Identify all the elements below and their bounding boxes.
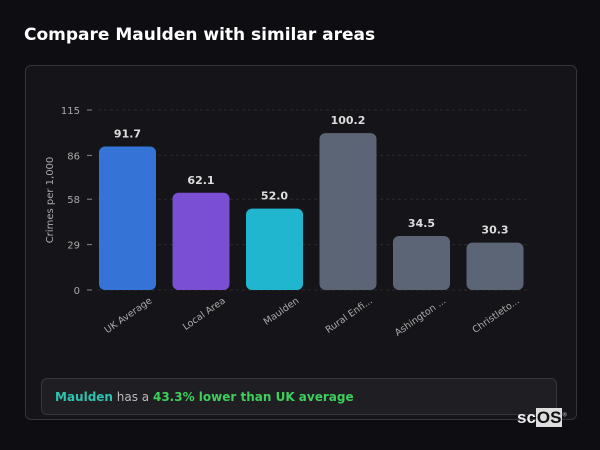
y-tick-label: 115 bbox=[61, 106, 80, 117]
x-tick-label: Local Area bbox=[181, 295, 228, 332]
x-tick-label: UK Average bbox=[103, 295, 155, 336]
bar bbox=[246, 208, 303, 290]
summary-callout: Maulden has a 43.3% lower than UK averag… bbox=[41, 378, 557, 415]
y-tick-label: 86 bbox=[67, 151, 80, 162]
bar-value-label: 62.1 bbox=[187, 174, 214, 187]
comparison-text: 43.3% lower than UK average bbox=[152, 390, 354, 404]
bar bbox=[172, 192, 230, 290]
bar-value-label: 34.5 bbox=[408, 217, 435, 230]
bar bbox=[99, 146, 156, 290]
x-tick-label: Maulden bbox=[262, 295, 302, 327]
bar-value-label: 52.0 bbox=[261, 190, 288, 203]
page-title: Compare Maulden with similar areas bbox=[24, 25, 376, 45]
bar bbox=[319, 133, 377, 290]
bar-value-label: 91.7 bbox=[114, 127, 141, 140]
bar bbox=[393, 236, 450, 290]
bar-value-label: 100.2 bbox=[331, 114, 366, 127]
bar bbox=[466, 242, 524, 290]
y-axis-label: Crimes per 1,000 bbox=[45, 157, 56, 244]
x-tick-label: Ashington ... bbox=[393, 295, 448, 338]
callout-text: has a bbox=[112, 390, 153, 404]
y-tick-label: 0 bbox=[74, 286, 80, 297]
scos-logo: scOS® bbox=[517, 408, 567, 427]
y-tick-label: 58 bbox=[67, 195, 80, 206]
bar-value-label: 30.3 bbox=[481, 224, 508, 237]
area-name: Maulden bbox=[55, 390, 113, 404]
y-tick-label: 29 bbox=[67, 241, 80, 252]
x-tick-label: Christleto... bbox=[471, 295, 522, 335]
x-tick-label: Rural Enfi... bbox=[324, 295, 375, 335]
